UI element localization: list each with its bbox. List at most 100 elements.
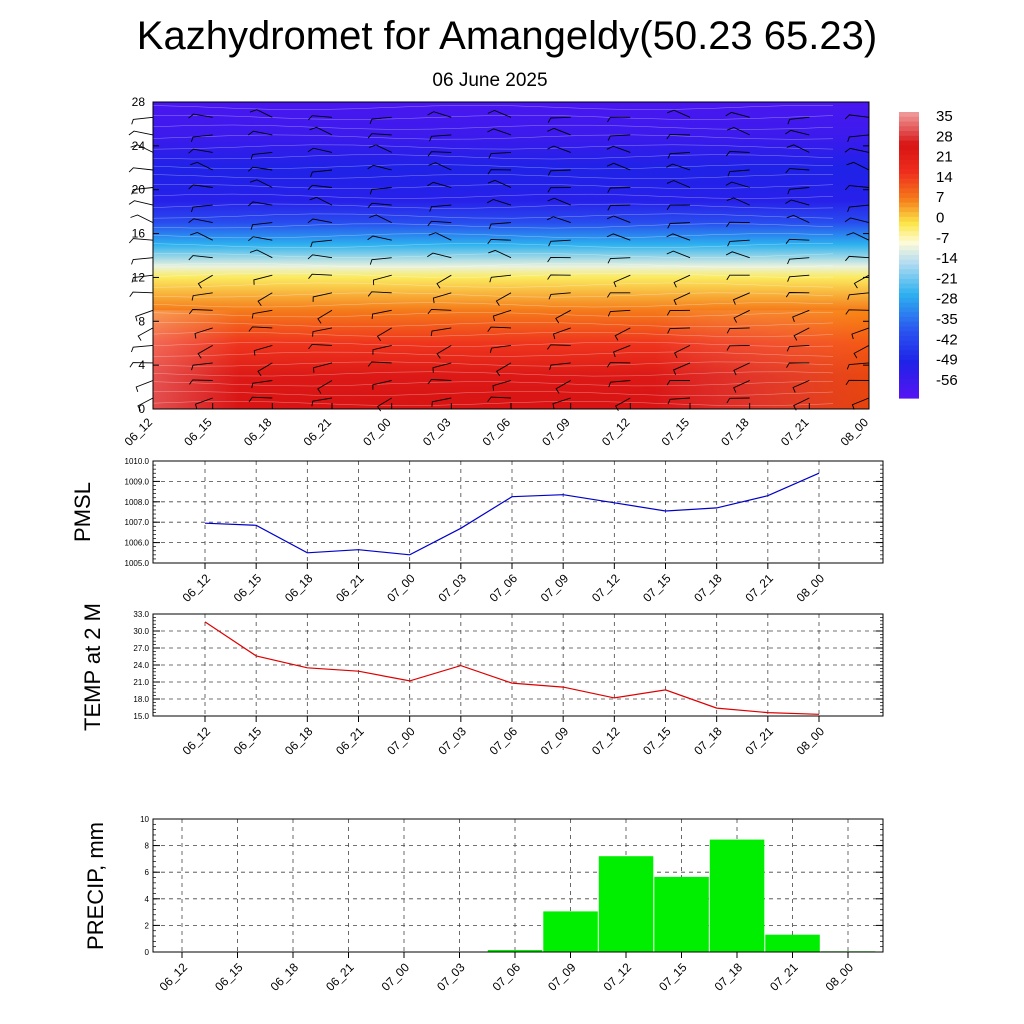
wind-barb: [492, 309, 512, 322]
wind-barb: [427, 252, 452, 259]
wind-barb: [367, 164, 392, 171]
wind-barb: [372, 344, 392, 355]
y-tick-label: 0: [145, 948, 150, 957]
y-axis-label: TEMP at 2 M: [80, 603, 105, 731]
colorbar-swatch: [899, 259, 919, 266]
wind-barb: [197, 274, 213, 289]
colorbar-label: 0: [936, 210, 944, 227]
wind-barb: [312, 292, 333, 302]
colorbar-swatch: [899, 202, 919, 208]
colorbar-swatch: [899, 145, 919, 151]
wind-barb: [368, 144, 392, 153]
colorbar-swatch: [899, 221, 919, 227]
isoline: [152, 144, 834, 150]
colorbar-label: 28: [936, 128, 953, 145]
wind-barb: [726, 197, 750, 206]
colorbar-swatch: [899, 164, 919, 170]
colorbar-swatch: [899, 197, 919, 204]
colorbar-swatch: [899, 212, 919, 218]
wind-barb: [369, 214, 392, 224]
wind-barb: [130, 344, 154, 353]
y-tick-label: 1007.0: [125, 518, 150, 527]
wind-barb: [844, 147, 870, 153]
y-tick-label: 24.0: [133, 661, 149, 670]
colorbar-label: -42: [936, 331, 958, 348]
y-tick-label: 15.0: [133, 712, 149, 721]
wind-barb: [430, 327, 452, 337]
wind-barb: [249, 249, 273, 259]
wind-barb: [487, 396, 512, 402]
colorbar-swatch: [899, 116, 919, 123]
wind-barb: [312, 327, 333, 337]
colorbar-label: -14: [936, 250, 958, 267]
colorbar-swatch: [899, 216, 919, 223]
colorbar-swatch: [899, 350, 919, 356]
wind-barb: [851, 327, 870, 340]
x-tick-label: 07_00: [360, 415, 394, 449]
precip-bar: [654, 876, 709, 952]
wind-barb: [427, 181, 452, 188]
wind-barb: [489, 274, 512, 283]
wind-barb: [427, 111, 452, 118]
precip-bar: [709, 839, 765, 952]
wind-barb: [188, 255, 213, 261]
y-axis-label: PMSL: [70, 482, 95, 542]
isoline: [152, 331, 834, 337]
wind-barb: [131, 274, 154, 283]
x-tick-label: 06_18: [282, 724, 316, 758]
colorbar-swatch: [899, 131, 919, 137]
colorbar-label: 35: [936, 108, 953, 125]
wind-barb: [248, 201, 273, 207]
wind-barb: [309, 196, 333, 206]
wind-barb: [128, 167, 154, 173]
x-tick-label: 07_15: [640, 724, 674, 758]
wind-barb: [248, 396, 273, 403]
x-tick-label: 08_00: [838, 415, 872, 449]
wind-barb: [311, 397, 333, 407]
isoline: [152, 164, 834, 170]
isoline: [152, 302, 834, 308]
wind-barb: [369, 116, 392, 125]
y-tick-label: 28: [132, 95, 146, 109]
x-tick-label: 06_15: [231, 724, 265, 758]
colorbar-swatch: [899, 374, 919, 380]
wind-barb: [785, 168, 810, 174]
isoline: [152, 391, 834, 397]
wind-barb: [725, 181, 750, 188]
wind-barb: [555, 380, 571, 394]
isoline: [152, 184, 834, 189]
wind-barb: [666, 204, 690, 211]
y-tick-label: 27.0: [133, 644, 149, 653]
wind-barb: [786, 144, 810, 153]
wind-barb: [190, 232, 213, 241]
wind-barb: [607, 204, 631, 211]
wind-barb: [427, 308, 452, 315]
colorbar-swatch: [899, 126, 919, 132]
wind-barb: [733, 362, 750, 376]
wind-barb: [666, 180, 691, 188]
x-tick-label: 07_15: [640, 571, 674, 605]
x-tick-label: 08_00: [794, 571, 828, 605]
wind-barb: [495, 292, 512, 306]
wind-barb: [552, 327, 571, 340]
wind-barb: [547, 256, 571, 263]
wind-barb: [369, 187, 392, 195]
wind-barb: [726, 127, 750, 136]
wind-barb: [194, 327, 213, 339]
wind-barb: [547, 187, 571, 193]
colorbar-label: -56: [936, 372, 958, 389]
wind-barb: [130, 214, 154, 224]
wind-barb: [307, 115, 333, 121]
x-tick-label: 07_00: [379, 960, 413, 994]
wind-barb: [367, 291, 392, 297]
wind-barb: [666, 233, 691, 241]
wind-barb: [786, 344, 810, 352]
wind-barb: [131, 257, 154, 265]
x-tick-label: 07_06: [480, 415, 514, 449]
series-line: [204, 621, 820, 715]
x-tick-label: 06_21: [333, 724, 367, 758]
wind-barb: [128, 238, 154, 244]
wind-barb: [607, 116, 631, 123]
wind-barb: [851, 397, 870, 410]
wind-barb: [191, 362, 213, 371]
